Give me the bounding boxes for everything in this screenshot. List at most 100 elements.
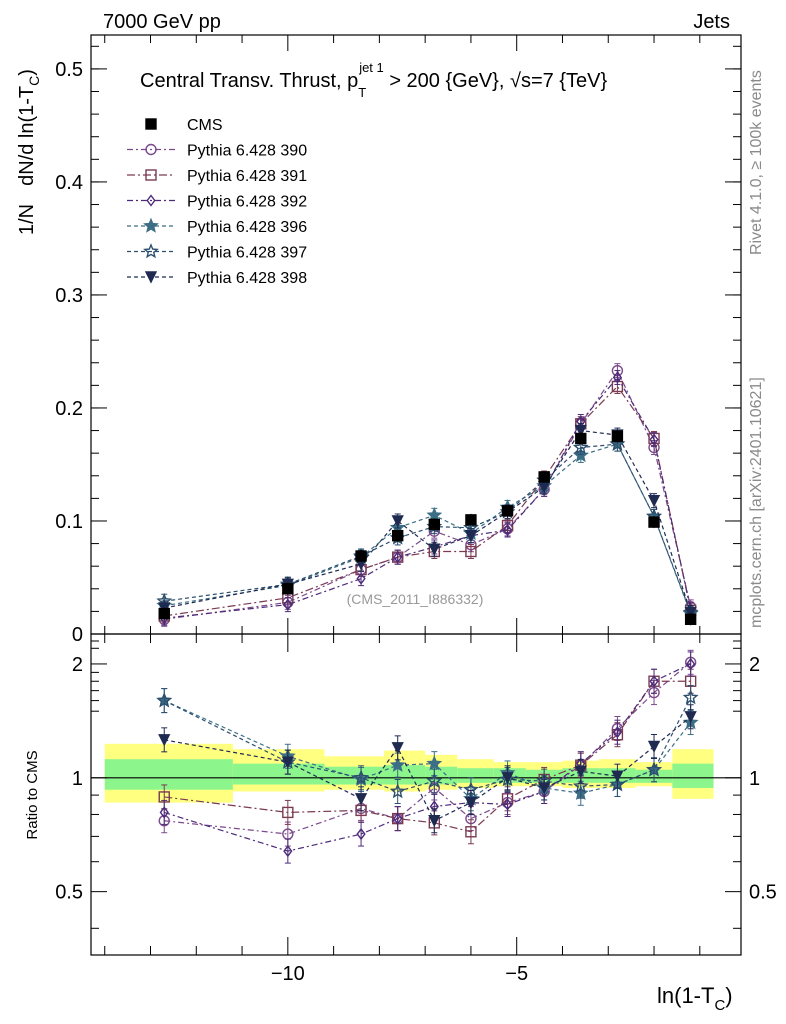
data-point xyxy=(393,550,403,564)
series-line xyxy=(164,385,692,617)
header-left-label: 7000 GeV pp xyxy=(103,11,221,33)
data-point xyxy=(356,572,366,585)
uncertainty-band-green xyxy=(425,766,458,785)
series-pythia-6-428-391 xyxy=(158,378,697,624)
ratio-line xyxy=(164,661,692,835)
ratio-line xyxy=(163,697,692,793)
legend-marker xyxy=(143,243,159,259)
ratio-panel: 0.5 0.5 1 1 2 2 −10 −5 xyxy=(55,633,777,985)
legend-item: Pythia 6.428 390 xyxy=(127,143,307,160)
watermark-label: (CMS_2011_I886332) xyxy=(347,591,484,607)
ratio-point xyxy=(156,692,173,708)
legend-label: Pythia 6.428 398 xyxy=(187,270,307,287)
ratio-point xyxy=(159,806,169,819)
legend-item: Pythia 6.428 397 xyxy=(127,243,307,262)
series-line xyxy=(164,369,692,620)
data-point xyxy=(283,598,293,611)
ratio-point xyxy=(354,793,368,806)
legend-marker xyxy=(145,143,157,156)
ratio-point xyxy=(389,756,406,772)
legend-marker xyxy=(145,169,157,181)
series-line xyxy=(164,443,692,613)
main-y-tick-label: 0.1 xyxy=(55,511,83,533)
main-y-tick-label: 0.3 xyxy=(55,285,83,307)
ratio-point xyxy=(682,689,699,705)
legend-label: Pythia 6.428 391 xyxy=(187,168,307,185)
x-tick-label: −5 xyxy=(505,963,528,985)
ratio-point xyxy=(426,772,443,788)
data-point xyxy=(574,424,587,438)
data-point xyxy=(426,507,443,523)
ratio-point xyxy=(283,844,293,858)
ratio-point xyxy=(391,742,404,755)
uncertainty-band-green xyxy=(672,763,714,788)
legend-item: Pythia 6.428 398 xyxy=(127,270,307,287)
x-tick-label: −10 xyxy=(271,963,305,985)
legend-item: Pythia 6.428 391 xyxy=(127,168,307,185)
data-point xyxy=(465,545,477,558)
ratio-y-tick-label: 1 xyxy=(72,768,83,790)
series-pythia-6-428-390 xyxy=(158,363,697,627)
legend-item: CMS xyxy=(145,117,223,134)
main-panel: 0 0.1 0.2 0.3 0.4 0.5 CMS Pythia 6.428 390 Pythi… xyxy=(55,34,742,646)
ratio-line xyxy=(164,680,691,833)
data-point xyxy=(611,430,624,442)
ratio-line xyxy=(164,663,691,852)
series-line xyxy=(164,376,692,619)
legend-marker xyxy=(146,194,156,207)
data-point xyxy=(609,435,626,451)
uncertainty-band-green xyxy=(457,768,494,783)
ratio-point xyxy=(502,798,513,811)
ratio-point xyxy=(158,734,171,747)
data-point xyxy=(465,514,477,526)
ratio-point xyxy=(686,657,696,671)
legend-label: Pythia 6.428 397 xyxy=(187,245,307,262)
legend-label: Pythia 6.428 390 xyxy=(187,143,307,160)
ratio-point xyxy=(464,796,478,810)
ratio-point xyxy=(353,769,369,785)
data-point xyxy=(648,516,660,528)
legend-marker xyxy=(145,118,157,130)
ratio-point xyxy=(574,765,587,778)
ratio-point xyxy=(647,740,661,754)
ratio-point xyxy=(612,726,623,739)
main-y-tick-label: 0.5 xyxy=(55,59,83,81)
legend-label: Pythia 6.428 392 xyxy=(187,194,307,211)
ratio-point xyxy=(393,812,403,825)
legend-label: CMS xyxy=(187,117,223,134)
ratio-line xyxy=(164,716,692,822)
data-point xyxy=(282,583,294,595)
ratio-point xyxy=(426,755,443,771)
data-point xyxy=(575,432,587,445)
main-y-tick-label: 0 xyxy=(72,624,83,646)
side-label-mcplots: mcplots.cern.ch [arXiv:2401.10621] xyxy=(748,377,765,628)
data-point xyxy=(612,371,623,384)
data-point xyxy=(501,505,514,517)
data-point xyxy=(649,433,659,446)
ratio-point xyxy=(356,827,366,841)
x-axis-label: ln(1-TC) xyxy=(657,983,733,1014)
ratio-y-tick-label-right: 1 xyxy=(749,768,760,790)
data-point xyxy=(391,515,404,528)
ratio-point xyxy=(538,782,551,795)
data-point xyxy=(391,529,404,542)
ratio-point xyxy=(465,826,477,838)
ratio-y-tick-label: 2 xyxy=(72,654,83,676)
ratio-point xyxy=(389,783,406,799)
series-line xyxy=(164,429,692,613)
data-point xyxy=(684,606,697,620)
data-point xyxy=(428,543,441,556)
legend-marker xyxy=(143,217,159,233)
ratio-point xyxy=(428,815,441,828)
data-point xyxy=(684,613,697,626)
ratio-series-pythia-6-428-390 xyxy=(158,649,697,847)
ratio-y-tick-label-right: 2 xyxy=(749,654,760,676)
ratio-point xyxy=(684,711,697,724)
ratio-point xyxy=(501,772,514,785)
main-title: Central Transv. Thrust, pTjet 1 > 200 {G… xyxy=(140,60,607,100)
series-pythia-6-428-392 xyxy=(159,369,696,626)
ratio-y-tick-label: 0.5 xyxy=(55,882,83,904)
legend-marker xyxy=(144,271,158,284)
uncertainty-band-green xyxy=(104,759,233,790)
